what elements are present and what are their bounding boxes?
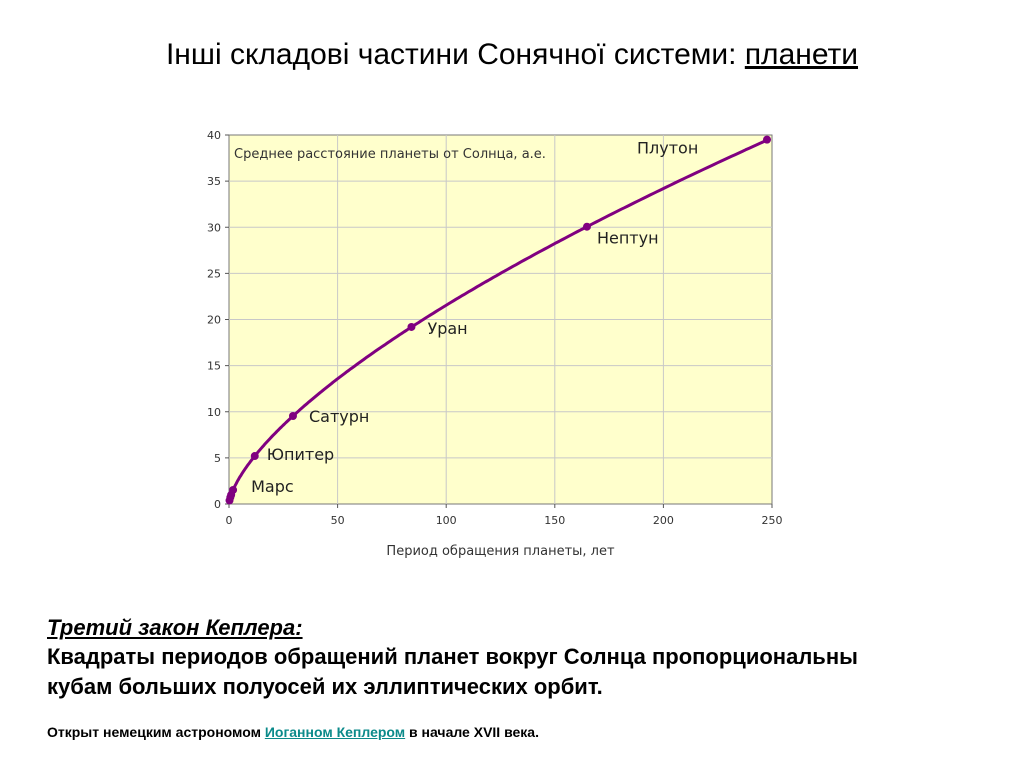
chart-svg: 0 50 100 150 200 250 0 5 10 15 20 25 30 35 40 Среднее р… — [207, 129, 783, 559]
law-block: Третий закон Кеплера: Квадраты периодов … — [47, 614, 1007, 702]
y-tick-label: 25 — [207, 267, 221, 280]
y-tick-label: 30 — [207, 221, 221, 234]
footnote-prefix: Открыт немецким астрономом — [47, 724, 265, 740]
y-tick-label: 40 — [207, 129, 221, 142]
y-tick-label: 35 — [207, 175, 221, 188]
point-label: Сатурн — [309, 407, 369, 426]
x-tick-label: 0 — [226, 514, 233, 527]
slide-title: Інші складові частини Сонячної системи: … — [0, 38, 1024, 72]
law-heading: Третий закон Кеплера: — [47, 615, 303, 640]
slide-title-link[interactable]: планети — [744, 38, 859, 71]
y-tick-label: 15 — [207, 360, 221, 373]
data-point — [288, 411, 297, 420]
x-tick-label: 200 — [653, 514, 674, 527]
y-tick-label: 5 — [214, 452, 221, 465]
kepler-chart: 0 50 100 150 200 250 0 5 10 15 20 25 30 35 40 Среднее р… — [163, 112, 803, 587]
footnote-suffix: в начале XVII века. — [405, 724, 539, 740]
data-point — [229, 485, 238, 494]
x-tick-label: 50 — [331, 514, 345, 527]
law-line-2: кубам больших полуосей их эллиптических … — [47, 674, 603, 699]
point-label: Уран — [427, 319, 467, 338]
y-tick-label: 20 — [207, 314, 221, 327]
data-point — [582, 222, 591, 231]
point-label: Нептун — [597, 229, 659, 248]
x-tick-label: 250 — [762, 514, 783, 527]
data-point — [250, 452, 259, 461]
kepler-link[interactable]: Иоганном Кеплером — [264, 724, 406, 740]
point-label: Юпитер — [267, 445, 334, 464]
x-tick-label: 150 — [544, 514, 565, 527]
point-label: Марс — [251, 477, 294, 496]
x-axis-label: Период обращения планеты, лет — [386, 544, 615, 559]
series-line — [227, 138, 768, 505]
slide-title-prefix: Інші складові частини Сонячної системи: — [165, 38, 745, 71]
point-label: Плутон — [637, 139, 698, 158]
y-tick-label: 0 — [214, 498, 221, 511]
data-point — [407, 322, 416, 331]
x-tick-label: 100 — [436, 514, 457, 527]
chart-title: Среднее расстояние планеты от Солнца, а.… — [234, 147, 546, 162]
footnote: Открыт немецким астрономом Иоганном Кепл… — [47, 724, 1007, 740]
plot-layer: 0 50 100 150 200 250 0 5 10 15 20 25 30 35 40 Среднее р… — [207, 129, 783, 559]
data-point — [763, 135, 772, 144]
law-line-1: Квадраты периодов обращений планет вокру… — [47, 644, 858, 669]
y-tick-label: 10 — [207, 406, 221, 419]
